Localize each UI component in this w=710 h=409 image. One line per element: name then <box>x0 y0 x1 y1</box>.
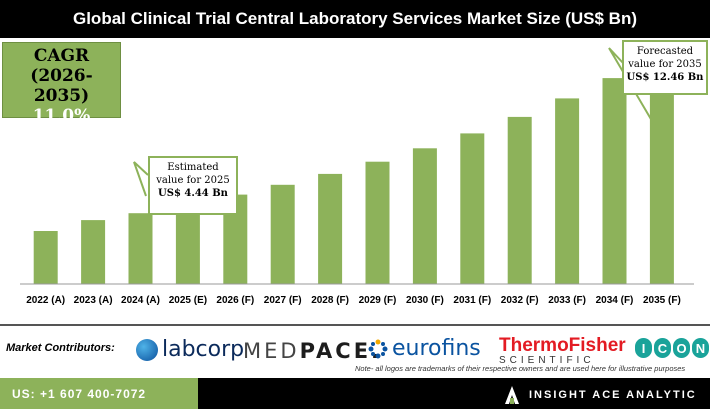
thermofisher-subtitle: SCIENTIFIC <box>499 355 595 366</box>
thermofisher-logo: ThermoFisher SCIENTIFIC <box>499 336 626 367</box>
bar <box>649 57 674 285</box>
footer-bar <box>198 378 710 409</box>
x-tick-label: 2024 (A) <box>121 295 160 306</box>
bar <box>460 133 485 284</box>
labcorp-logo: labcorp <box>136 337 244 362</box>
section-divider <box>0 324 710 326</box>
icon-logo: I C O N <box>635 338 709 358</box>
x-tick-label: 2031 (F) <box>453 295 491 306</box>
medpace-wordmark-b: PACE. <box>299 339 383 363</box>
eurofins-wordmark: eurofins <box>392 336 481 361</box>
x-tick-label: 2022 (A) <box>26 295 65 306</box>
contributors-label: Market Contributors: <box>6 342 115 354</box>
bar <box>365 161 390 284</box>
bar-chart: 2022 (A) 2023 (A) 2024 (A) 2025 (E) 2026 (F)… <box>20 47 694 306</box>
cagr-value: 11.0% <box>32 106 91 126</box>
callout-2025-line1: Estimated <box>167 162 219 173</box>
bar <box>507 116 532 285</box>
insightace-logo-icon <box>505 386 519 404</box>
medpace-wordmark-a: MED <box>243 339 300 363</box>
eurofins-dots-icon <box>368 339 388 358</box>
thermofisher-wordmark: ThermoFisher <box>499 335 626 356</box>
x-tick-label: 2030 (F) <box>406 295 444 306</box>
callout-2035-line1: Forecasted <box>636 46 694 57</box>
bar <box>270 184 295 284</box>
callout-2035-line2: value for 2035 <box>628 59 702 70</box>
x-tick-label: 2033 (F) <box>548 295 586 306</box>
labcorp-mark-icon <box>136 338 158 361</box>
callout-2025-pointer <box>133 161 149 197</box>
callout-2025-value: US$ 4.44 Bn <box>158 188 228 199</box>
x-tick-label: 2027 (F) <box>264 295 302 306</box>
callout-2025: Estimated value for 2025 US$ 4.44 Bn <box>148 156 238 215</box>
x-tick-label: 2025 (E) <box>169 295 207 306</box>
x-tick-label: 2028 (F) <box>311 295 349 306</box>
labcorp-wordmark: labcorp <box>162 337 245 362</box>
bar <box>33 231 58 284</box>
footer-brand: INSIGHT ACE ANALYTIC <box>505 386 697 404</box>
icon-letter: C <box>654 338 671 358</box>
icon-letter: N <box>692 338 709 358</box>
callout-2025-line2: value for 2025 <box>156 175 230 186</box>
x-tick-label: 2026 (F) <box>216 295 254 306</box>
icon-letter: O <box>673 338 690 358</box>
x-tick-label: 2034 (F) <box>596 295 634 306</box>
callout-2035-value: US$ 12.46 Bn <box>626 72 704 83</box>
x-tick-label: 2032 (F) <box>501 295 539 306</box>
cagr-period: (2026-2035) <box>30 66 93 106</box>
medpace-logo: MED PACE. <box>243 339 382 363</box>
icon-letter: I <box>635 338 652 358</box>
bar <box>318 173 343 284</box>
bar <box>175 203 200 284</box>
bar <box>128 213 153 284</box>
x-tick-label: 2023 (A) <box>74 295 113 306</box>
chart-title: Global Clinical Trial Central Laboratory… <box>0 0 710 38</box>
bar <box>412 148 437 284</box>
bar <box>602 78 627 284</box>
x-tick-label: 2029 (F) <box>359 295 397 306</box>
cagr-label: CAGR <box>33 46 90 66</box>
eurofins-logo: eurofins <box>368 336 481 361</box>
brand-name: INSIGHT ACE ANALYTIC <box>529 389 697 401</box>
trademark-note: Note- all logos are trademarks of their … <box>355 364 686 373</box>
footer-phone: US: +1 607 400-7072 <box>0 378 198 409</box>
callout-2035-pointer <box>608 47 656 127</box>
bar <box>81 220 106 284</box>
cagr-box: CAGR (2026-2035) 11.0% <box>2 42 121 126</box>
callout-2035: Forecasted value for 2035 US$ 12.46 Bn <box>622 40 708 95</box>
bar <box>555 98 580 285</box>
x-tick-label: 2035 (F) <box>643 295 681 306</box>
